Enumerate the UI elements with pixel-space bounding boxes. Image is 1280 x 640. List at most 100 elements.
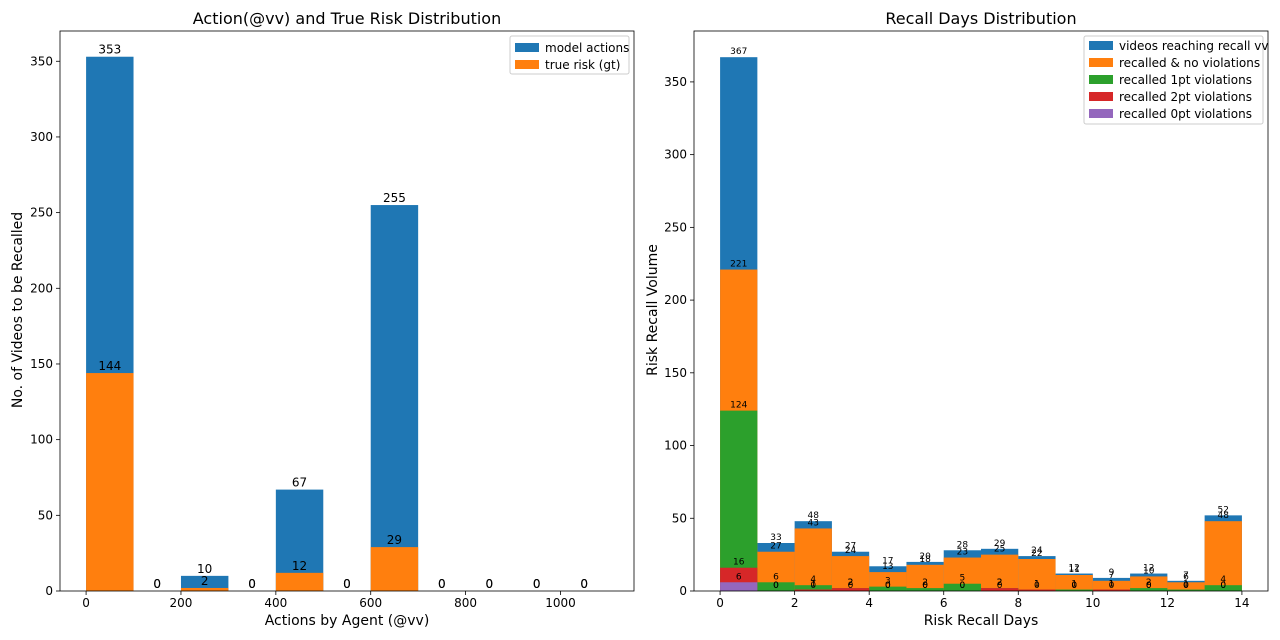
left-bar-1-4	[275, 572, 324, 591]
left-x-tick-label-4: 800	[454, 596, 477, 610]
right-bar-label-3-10: 1	[1109, 580, 1115, 590]
right-bar-label-0-10: 9	[1109, 568, 1115, 578]
left-chart-title: Action(@vv) and True Risk Distribution	[193, 9, 501, 28]
right-bar-label-1-7: 25	[994, 545, 1005, 555]
right-bar-label-3-3: 2	[848, 578, 854, 588]
right-bar-2-13	[1204, 585, 1242, 591]
right-legend-swatch-0	[1089, 41, 1113, 50]
left-x-tick-label-3: 600	[359, 596, 382, 610]
left-chart: Action(@vv) and True Risk Distribution A…	[10, 9, 635, 629]
right-chart-title: Recall Days Distribution	[885, 9, 1076, 28]
left-x-tick-label-2: 400	[264, 596, 287, 610]
right-bar-label-4-8: 0	[1034, 581, 1040, 591]
left-legend-frame	[509, 35, 630, 75]
right-bar-label-0-5: 20	[919, 552, 931, 562]
left-bar-label-1-10: 0	[580, 577, 588, 591]
right-x-tick-label-4: 8	[1014, 596, 1022, 610]
right-x-tick-label-7: 14	[1234, 596, 1249, 610]
right-bar-label-1-4: 13	[882, 562, 893, 572]
right-bar-label-2-2: 4	[810, 575, 816, 585]
right-legend-entry-2: recalled 1pt violations	[1119, 73, 1252, 87]
left-bar-label-0-4: 67	[292, 476, 307, 490]
right-legend-swatch-4	[1089, 109, 1113, 118]
right-bar-1-3	[831, 556, 870, 591]
left-x-axis-label: Actions by Agent (@vv)	[265, 613, 430, 629]
right-bar-2-4	[869, 586, 907, 591]
left-bar-label-0-5: 0	[343, 577, 351, 591]
right-bar-2-11	[1130, 588, 1168, 591]
right-bar-label-3-6: 0	[959, 581, 965, 591]
left-bar-label-0-0: 353	[98, 43, 121, 57]
right-x-tick-label-2: 4	[865, 596, 873, 610]
right-bar-label-1-9: 11	[1068, 565, 1079, 575]
left-y-tick-label-3: 150	[30, 357, 53, 371]
right-bar-label-1-1: 27	[770, 542, 781, 552]
left-bar-label-0-9: 0	[533, 577, 541, 591]
right-bar-1-9	[1055, 575, 1093, 591]
right-bar-label-2-4: 3	[885, 577, 891, 587]
left-bar-label-0-8: 0	[485, 577, 493, 591]
left-bar-label-0-2: 10	[197, 562, 212, 576]
left-bar-0-2	[180, 575, 229, 591]
right-bar-label-1-5: 18	[919, 555, 931, 565]
left-legend-swatch-0	[515, 43, 539, 52]
left-x-tick-label-0: 0	[82, 596, 90, 610]
right-legend: videos reaching recall vv recalled & no v…	[1083, 35, 1269, 125]
right-legend-entry-1: recalled & no violations	[1119, 56, 1260, 70]
right-axes-frame	[693, 30, 1269, 592]
left-y-tick-label-7: 350	[30, 54, 53, 68]
right-bar-label-0-1: 33	[770, 533, 781, 543]
right-bar-label-0-0: 367	[730, 47, 747, 57]
right-bar-label-2-1: 6	[773, 572, 779, 582]
right-bar-2-1	[757, 582, 795, 591]
left-bar-label-1-9: 0	[533, 577, 541, 591]
right-bar-3-3	[831, 588, 870, 591]
right-bar-label-4-2: 0	[810, 581, 816, 591]
right-bar-label-4-11: 0	[1146, 581, 1152, 591]
left-x-tick-label-1: 200	[170, 596, 193, 610]
right-x-tick-label-1: 2	[791, 596, 799, 610]
right-bar-1-13	[1204, 521, 1242, 591]
right-bar-label-0-3: 27	[845, 542, 856, 552]
right-bar-label-3-9: 0	[1071, 581, 1077, 591]
right-legend-swatch-2	[1089, 75, 1113, 84]
right-bar-label-0-6: 28	[957, 540, 969, 550]
right-bar-1-2	[794, 528, 832, 591]
right-legend-swatch-1	[1089, 58, 1113, 67]
left-y-axis-label: No. of Videos to be Recalled	[10, 212, 26, 408]
right-bar-label-3-4: 0	[885, 581, 891, 591]
right-bar-3-8	[1018, 589, 1056, 591]
right-bar-label-1-0: 221	[730, 260, 747, 270]
right-bar-label-3-1: 0	[773, 581, 779, 591]
left-bar-label-1-0: 144	[98, 359, 121, 373]
right-bar-label-4-12: 0	[1183, 581, 1189, 591]
right-bar-label-0-11: 12	[1143, 564, 1154, 574]
right-bar-3-2	[794, 589, 832, 591]
right-y-tick-label-6: 300	[664, 148, 687, 162]
right-bar-1-7	[981, 554, 1019, 591]
right-bar-label-3-13: 0	[1220, 581, 1226, 591]
left-legend-swatch-1	[515, 60, 539, 69]
right-bar-2-9	[1055, 589, 1093, 591]
left-bar-label-0-10: 0	[580, 577, 588, 591]
left-bar-label-1-1: 0	[153, 577, 161, 591]
right-bar-label-3-7: 2	[997, 578, 1003, 588]
right-bar-label-0-2: 48	[808, 511, 820, 521]
right-bar-1-10	[1092, 580, 1131, 591]
right-x-tick-label-0: 0	[716, 596, 724, 610]
left-bar-label-1-7: 0	[438, 577, 446, 591]
left-bar-label-0-6: 255	[383, 191, 406, 205]
left-bar-label-0-3: 0	[248, 577, 256, 591]
right-legend-entry-4: recalled 0pt violations	[1119, 107, 1252, 121]
right-bar-label-1-8: 22	[1031, 549, 1042, 559]
right-bar-label-2-0: 124	[730, 401, 747, 411]
right-bar-label-1-12: 6	[1183, 572, 1189, 582]
left-y-tick-label-2: 100	[30, 433, 53, 447]
right-bar-label-4-7: 0	[997, 581, 1003, 591]
right-bar-label-2-3: 2	[848, 578, 854, 588]
right-bar-label-3-0: 16	[733, 558, 745, 568]
left-legend: model actions true risk (gt)	[509, 35, 630, 75]
right-x-axis-label: Risk Recall Days	[924, 613, 1039, 629]
